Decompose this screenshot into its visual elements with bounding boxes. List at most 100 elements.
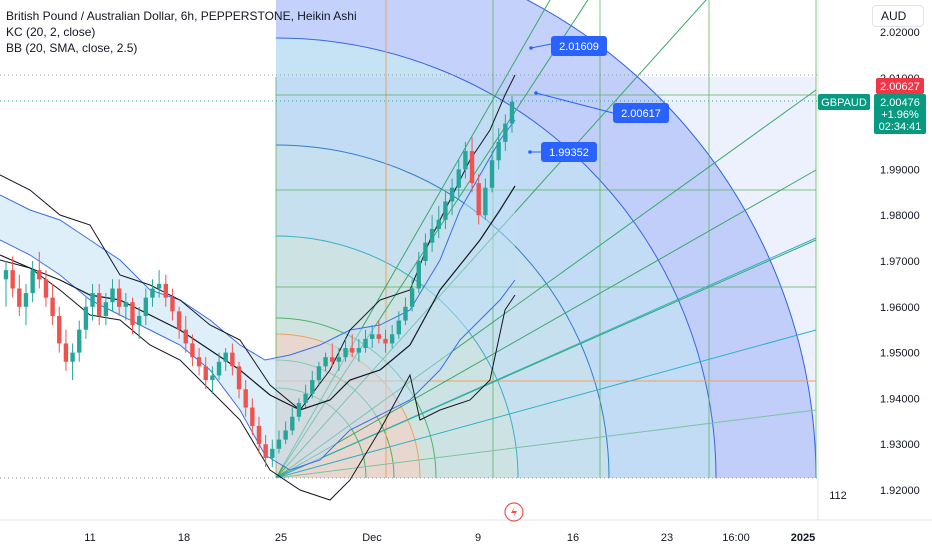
callout-dot (528, 150, 532, 154)
lightning-icon (511, 506, 517, 518)
candle-body (3, 270, 9, 280)
fan-ray (275, 237, 817, 479)
candle-body (236, 366, 242, 390)
currency-button[interactable]: AUD (872, 5, 924, 27)
candle-body (23, 293, 29, 307)
candle-body (449, 187, 455, 202)
chart-legend: British Pound / Australian Dollar, 6h, P… (6, 8, 357, 56)
price-callout[interactable] (541, 142, 597, 162)
time-tick-label: 9 (475, 532, 481, 544)
candle-body (183, 329, 188, 344)
price-callout[interactable] (551, 36, 607, 56)
scale-marker: 112 (829, 490, 847, 502)
price-tick-label: 1.93000 (880, 439, 920, 451)
bollinger-lower (0, 259, 516, 501)
bollinger-basis (0, 185, 516, 411)
candle-body (156, 283, 162, 289)
time-tick-label: 16:00 (722, 532, 750, 544)
candle-body (356, 348, 362, 353)
indicator-kc-label: KC (20, 2, close) (6, 25, 96, 39)
candle-body (429, 228, 435, 243)
candle-body (456, 169, 461, 188)
bar-countdown: 02:34:41 (879, 121, 922, 133)
candle-body (77, 329, 82, 353)
price-tick-label: 1.92000 (880, 485, 920, 497)
candle-body (389, 334, 395, 344)
callout-dot (534, 91, 538, 95)
time-tick-label: 23 (661, 532, 673, 544)
candle-body (330, 357, 335, 362)
candle-body (496, 141, 501, 161)
callout-leader (530, 43, 552, 49)
candle-body (303, 393, 308, 403)
candle-body (316, 366, 322, 381)
candle-body (63, 343, 69, 362)
candle-body (310, 380, 315, 394)
candle-body (150, 288, 155, 298)
candle-body (376, 334, 382, 339)
time-axis-bg (0, 520, 932, 550)
fan-ray (275, 409, 817, 479)
candle-body (30, 270, 35, 294)
price-tick-label: 1.95000 (880, 348, 920, 360)
symbol-tag[interactable] (818, 94, 870, 110)
candle-body (143, 297, 149, 316)
alert-price-tag[interactable] (876, 78, 924, 94)
candle-body (336, 357, 342, 362)
candle-body (123, 302, 129, 307)
candle-body (230, 352, 235, 367)
candle-body (243, 389, 248, 408)
price-tick-label: 1.97000 (880, 256, 920, 268)
price-axis: 2.020002.010001.990001.980001.970001.960… (817, 0, 932, 520)
candle-body (37, 270, 42, 280)
time-tick-label: 18 (178, 532, 190, 544)
candle-body (403, 306, 408, 321)
candle-body (110, 288, 115, 303)
alert-price-label: 2.00627 (880, 81, 920, 93)
candle-body (296, 402, 302, 417)
candle-body (176, 311, 182, 330)
price-tick-label: 1.99000 (880, 164, 920, 176)
plot-area (0, 0, 818, 501)
price-change: +1.96% (881, 109, 919, 121)
price-tick-label: 1.94000 (880, 393, 920, 405)
callout-label: 1.99352 (549, 147, 589, 159)
candle-body (469, 151, 475, 184)
time-tick-label: 11 (84, 532, 95, 544)
candle-body (443, 201, 448, 220)
fan-arc (275, 37, 717, 479)
fan-ray (275, 169, 817, 479)
price-callout[interactable] (613, 103, 669, 123)
candle-body (270, 448, 275, 458)
candle-body (276, 439, 282, 449)
candle-body (369, 334, 375, 339)
candle-body (203, 366, 208, 381)
candle-body (97, 293, 102, 316)
candle-body (396, 320, 402, 335)
candle-body (196, 357, 202, 367)
candle-body (416, 261, 421, 289)
candle-body (116, 288, 122, 307)
candle-body (10, 270, 15, 289)
candle-body (463, 151, 468, 170)
candle-body (476, 183, 481, 216)
keltner-band (0, 120, 515, 470)
candle-body (489, 160, 495, 188)
candle-body (170, 297, 175, 312)
time-axis: 11 18 25 Dec 9 16 23 16:00 2025 112 (0, 490, 932, 550)
candle-body (50, 297, 55, 316)
candle-body (343, 348, 348, 358)
candle-body (250, 407, 255, 426)
candle-body (136, 315, 142, 326)
candle-body (290, 416, 295, 431)
candle-body (363, 338, 368, 349)
indicator-bb-label: BB (20, SMA, close, 2.5) (6, 41, 138, 55)
candle-body (323, 357, 328, 367)
candle-body (83, 306, 89, 330)
last-price-tag[interactable] (874, 94, 926, 134)
time-tick-label: 25 (275, 532, 287, 544)
last-price: 2.00476 (880, 97, 920, 109)
candle-body (17, 288, 22, 307)
callout-dot (529, 46, 533, 50)
